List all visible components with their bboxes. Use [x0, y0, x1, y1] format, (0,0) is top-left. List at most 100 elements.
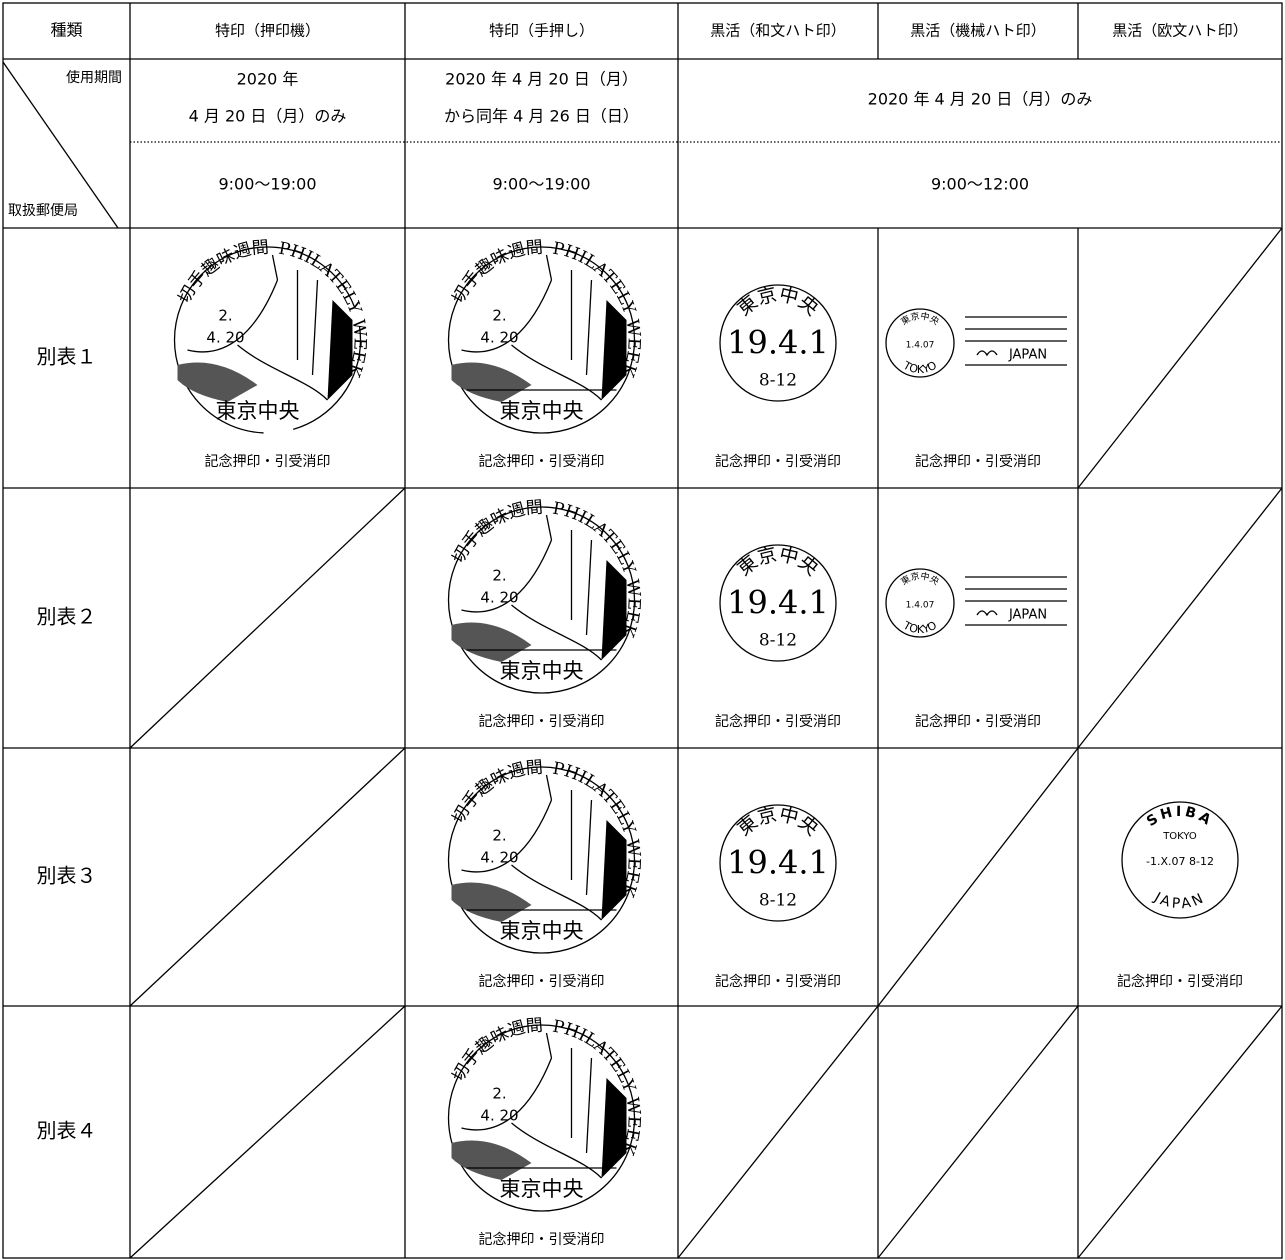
- stamp-arc-ja: 切手趣味週間: [449, 1016, 544, 1085]
- stamp-caption: 記念押印・引受消印: [479, 453, 605, 470]
- stamp-outline: [885, 308, 955, 378]
- period-date: から同年 4 月 26 日（日）: [444, 107, 639, 126]
- stamp-date: -1.X.07 8-12: [1146, 855, 1214, 868]
- stamp-date: 1.4.07: [906, 601, 935, 611]
- stamp-caption: 記念押印・引受消印: [479, 713, 605, 730]
- stamp-outline: [885, 568, 955, 638]
- header-cell: 黒活（欧文ハト印）: [1112, 22, 1247, 40]
- stamp-arc-ja-path: 切手趣味週間: [449, 758, 544, 827]
- stamp-art: [327, 300, 353, 400]
- stamp-date: 19.4.1: [727, 584, 829, 622]
- stamp-arc-en: PHILATELY WEEK: [551, 759, 644, 900]
- stamp-city: TOKYO: [900, 358, 939, 376]
- stamp-office: 東京中央: [500, 919, 584, 943]
- stamp-arc-en: PHILATELY WEEK: [277, 239, 370, 380]
- header-cell: 種類: [50, 21, 82, 40]
- stamp-art: [976, 610, 998, 617]
- stamp-office: 東京中央: [733, 803, 822, 840]
- period-hours: 9:00〜12:00: [931, 175, 1029, 194]
- stamp-date: 4. 20: [480, 1107, 518, 1125]
- row-label: 別表１: [37, 345, 97, 369]
- row-label: 別表３: [37, 864, 97, 888]
- corner-label: 使用期間: [66, 69, 122, 86]
- stamp-office-path: 東京中央: [733, 543, 822, 580]
- stamp-date: 4. 20: [206, 329, 244, 347]
- stamp-date: 19.4.1: [727, 324, 829, 362]
- stamp-time: 8-12: [759, 631, 797, 651]
- stamp-caption: 記念押印・引受消印: [915, 713, 1041, 730]
- stamp-arc-ja-path: 切手趣味週間: [175, 238, 270, 307]
- stamp-office: 東京中央: [500, 399, 584, 423]
- stamp-country: JAPAN: [1151, 889, 1209, 912]
- stamp-arc-en-path: PHILATELY WEEK: [551, 1017, 644, 1158]
- stamp-date: 4. 20: [480, 849, 518, 867]
- stamp-art: [177, 362, 258, 402]
- stamp-art: [451, 1140, 532, 1180]
- header-cell: 特印（手押し）: [489, 22, 594, 40]
- stamp-office: 東京中央: [733, 543, 822, 580]
- corner-diagonal: [2, 61, 119, 229]
- stamp-caption: 記念押印・引受消印: [715, 973, 841, 990]
- stamp-caption: 記念押印・引受消印: [479, 1231, 605, 1248]
- stamp-date: 2.: [218, 307, 232, 325]
- period-hours: 9:00〜19:00: [492, 175, 590, 194]
- stamp-office: 東京中央: [216, 399, 300, 423]
- period-date: 2020 年: [237, 70, 299, 89]
- stamp-arc-ja: 切手趣味週間: [449, 758, 544, 827]
- stamp-caption: 記念押印・引受消印: [715, 453, 841, 470]
- period-date: 4 月 20 日（月）のみ: [189, 107, 347, 126]
- stamp-city-path: TOKYO: [900, 618, 939, 636]
- stamp-arc-ja: 切手趣味週間: [175, 238, 270, 307]
- stamp-art: [461, 254, 602, 401]
- stamp-city: TOKYO: [900, 618, 939, 636]
- stamp-country: JAPAN: [1008, 608, 1047, 623]
- stamp-art: [601, 1078, 627, 1178]
- stamp-caption: 記念押印・引受消印: [915, 453, 1041, 470]
- stamp-outline: [719, 804, 837, 922]
- stamp-time: 8-12: [759, 371, 797, 391]
- stamp-outline: [719, 284, 837, 402]
- empty-diagonal: [677, 1005, 879, 1259]
- stamp-outline: [447, 246, 636, 434]
- stamp-arc-en: PHILATELY WEEK: [551, 499, 644, 640]
- stamp-office: 東京中央: [733, 283, 822, 320]
- period-date: 2020 年 4 月 20 日（月）: [445, 70, 638, 89]
- empty-diagonal: [877, 1005, 1079, 1259]
- row-label: 別表４: [37, 1119, 97, 1143]
- stamp-arc-en: PHILATELY WEEK: [551, 239, 644, 380]
- stamp-outline: [173, 246, 362, 434]
- stamp-time: 8-12: [759, 891, 797, 911]
- stamp-outline: [447, 766, 636, 954]
- stamp-art: [461, 1032, 602, 1179]
- period-hours: 9:00〜19:00: [218, 175, 316, 194]
- stamp-office-path: 東京中央: [733, 283, 822, 320]
- stamp-caption: 記念押印・引受消印: [479, 973, 605, 990]
- stamp-arc-ja-path: 切手趣味週間: [449, 498, 544, 567]
- period-date: 2020 年 4 月 20 日（月）のみ: [868, 90, 1093, 109]
- stamp-art: [601, 300, 627, 400]
- stamp-arc-ja-path: 切手趣味週間: [449, 1016, 544, 1085]
- stamp-arc-en-path: PHILATELY WEEK: [551, 759, 644, 900]
- stamp-arc-ja: 切手趣味週間: [449, 498, 544, 567]
- corner-label: 取扱郵便局: [8, 203, 78, 219]
- stamp-date: 4. 20: [480, 329, 518, 347]
- stamp-caption: 記念押印・引受消印: [205, 453, 331, 470]
- stamp-art: [601, 820, 627, 920]
- stamp-date: 2.: [492, 1085, 506, 1103]
- stamp-date: 19.4.1: [727, 844, 829, 882]
- stamp-office-path: 東京中央: [733, 803, 822, 840]
- empty-diagonal: [1077, 227, 1283, 489]
- stamp-art: [976, 350, 998, 357]
- stamp-city-path: TOKYO: [900, 358, 939, 376]
- stamp-date: 2.: [492, 567, 506, 585]
- empty-diagonal: [129, 1005, 406, 1259]
- row-label: 別表２: [37, 605, 97, 629]
- stamp-art: [461, 514, 602, 661]
- stamp-office: 東京中央: [500, 659, 584, 683]
- stamp-caption: 記念押印・引受消印: [715, 713, 841, 730]
- empty-diagonal: [877, 747, 1079, 1007]
- stamp-date: 2.: [492, 307, 506, 325]
